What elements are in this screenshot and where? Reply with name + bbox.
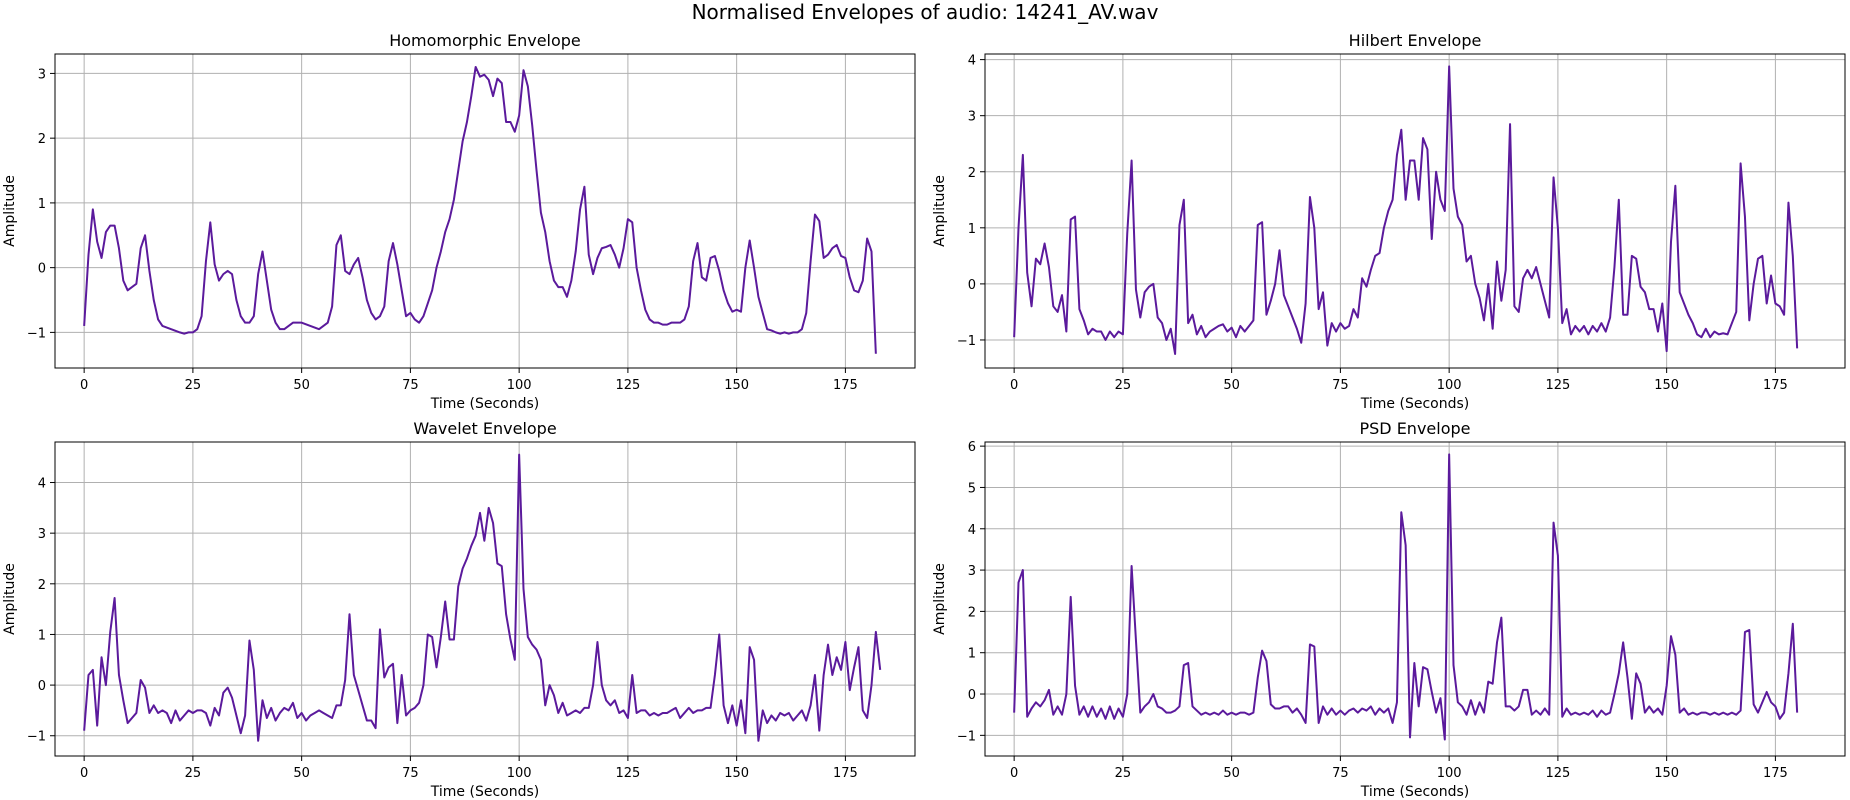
y-tick-label: 3 <box>38 527 46 542</box>
axes-frame <box>54 441 916 757</box>
axes-psd-envelope: 0 25 50 75 100 125 150 175 −1 0 1 2 3 4 5 6 PSD Envelope… <box>932 419 1846 800</box>
x-tick-label: 0 <box>1010 766 1018 781</box>
x-tick-label: 25 <box>185 766 202 781</box>
x-axis-label: Time (Seconds) <box>430 784 539 800</box>
y-tick-label: 0 <box>968 688 976 703</box>
y-tick-label: 1 <box>968 222 976 237</box>
x-tick-label: 175 <box>1763 766 1788 781</box>
axes-title: Hilbert Envelope <box>1349 31 1482 50</box>
figure-title: Normalised Envelopes of audio: 14241_AV.… <box>692 0 1159 24</box>
y-tick-label: −1 <box>957 334 976 349</box>
y-tick-label: −1 <box>27 326 46 341</box>
y-tick-label: −1 <box>957 729 976 744</box>
axes-frame <box>984 53 1846 369</box>
x-tick-label: 175 <box>833 766 858 781</box>
x-tick-label: 150 <box>724 378 749 393</box>
x-tick-label: 175 <box>833 378 858 393</box>
y-axis-label: Amplitude <box>932 563 948 635</box>
y-tick-label: −1 <box>27 730 46 745</box>
axes-title: PSD Envelope <box>1359 419 1470 438</box>
y-tick-label: 4 <box>968 54 976 69</box>
x-tick-label: 0 <box>1010 378 1018 393</box>
x-tick-label: 75 <box>1332 766 1349 781</box>
x-tick-label: 125 <box>1545 766 1570 781</box>
x-tick-label: 0 <box>80 378 88 393</box>
x-tick-label: 150 <box>1654 766 1679 781</box>
x-tick-label: 75 <box>1332 378 1349 393</box>
y-tick-label: 6 <box>968 440 976 455</box>
y-tick-label: 4 <box>38 477 46 492</box>
axes-hilbert-envelope: 0 25 50 75 100 125 150 175 −1 0 1 2 3 4 Hilbert Envelo… <box>932 31 1846 412</box>
x-tick-label: 175 <box>1763 378 1788 393</box>
x-tick-label: 125 <box>615 766 640 781</box>
x-tick-label: 150 <box>724 766 749 781</box>
series-line <box>1013 65 1799 355</box>
y-tick-label: 5 <box>968 481 976 496</box>
x-tick-label: 0 <box>80 766 88 781</box>
x-tick-label: 125 <box>615 378 640 393</box>
y-tick-label: 0 <box>38 679 46 694</box>
y-tick-label: 1 <box>38 628 46 643</box>
x-axis-label: Time (Seconds) <box>1360 784 1469 800</box>
axes-wavelet-envelope: 0 25 50 75 100 125 150 175 −1 0 1 2 3 4 Wavelet Envelo… <box>2 419 916 800</box>
y-axis-label: Amplitude <box>932 175 948 247</box>
x-tick-label: 100 <box>1437 766 1462 781</box>
axes-frame <box>54 53 916 369</box>
x-tick-label: 25 <box>185 378 202 393</box>
x-axis-label: Time (Seconds) <box>430 396 539 412</box>
y-tick-label: 0 <box>968 278 976 293</box>
axes-title: Wavelet Envelope <box>413 419 556 438</box>
y-tick-label: 3 <box>968 110 976 125</box>
x-tick-label: 100 <box>1437 378 1462 393</box>
y-tick-label: 1 <box>968 647 976 662</box>
y-tick-label: 2 <box>38 578 46 593</box>
y-tick-label: 0 <box>38 262 46 277</box>
x-tick-label: 75 <box>402 766 419 781</box>
x-tick-label: 150 <box>1654 378 1679 393</box>
y-tick-label: 4 <box>968 523 976 538</box>
y-tick-label: 1 <box>38 197 46 212</box>
axes-homomorphic-envelope: 0 25 50 75 100 125 150 175 −1 0 1 2 3 Homomorphic Env… <box>2 31 916 412</box>
x-tick-label: 100 <box>507 766 532 781</box>
x-axis-label: Time (Seconds) <box>1360 396 1469 412</box>
series-line <box>83 453 882 742</box>
x-tick-label: 25 <box>1115 766 1132 781</box>
y-tick-label: 2 <box>968 605 976 620</box>
series-line <box>83 65 877 354</box>
axes-title: Homomorphic Envelope <box>389 31 581 50</box>
x-tick-label: 50 <box>1223 766 1240 781</box>
x-tick-label: 50 <box>1223 378 1240 393</box>
y-tick-label: 3 <box>38 67 46 82</box>
x-tick-label: 125 <box>1545 378 1570 393</box>
x-tick-label: 50 <box>293 766 310 781</box>
axes-frame <box>984 441 1846 757</box>
y-tick-label: 2 <box>968 166 976 181</box>
y-axis-label: Amplitude <box>2 175 18 247</box>
series-line <box>1013 453 1799 741</box>
x-tick-label: 50 <box>293 378 310 393</box>
x-tick-label: 75 <box>402 378 419 393</box>
x-tick-label: 25 <box>1115 378 1132 393</box>
y-tick-label: 3 <box>968 564 976 579</box>
y-axis-label: Amplitude <box>2 563 18 635</box>
y-tick-label: 2 <box>38 132 46 147</box>
x-tick-label: 100 <box>507 378 532 393</box>
